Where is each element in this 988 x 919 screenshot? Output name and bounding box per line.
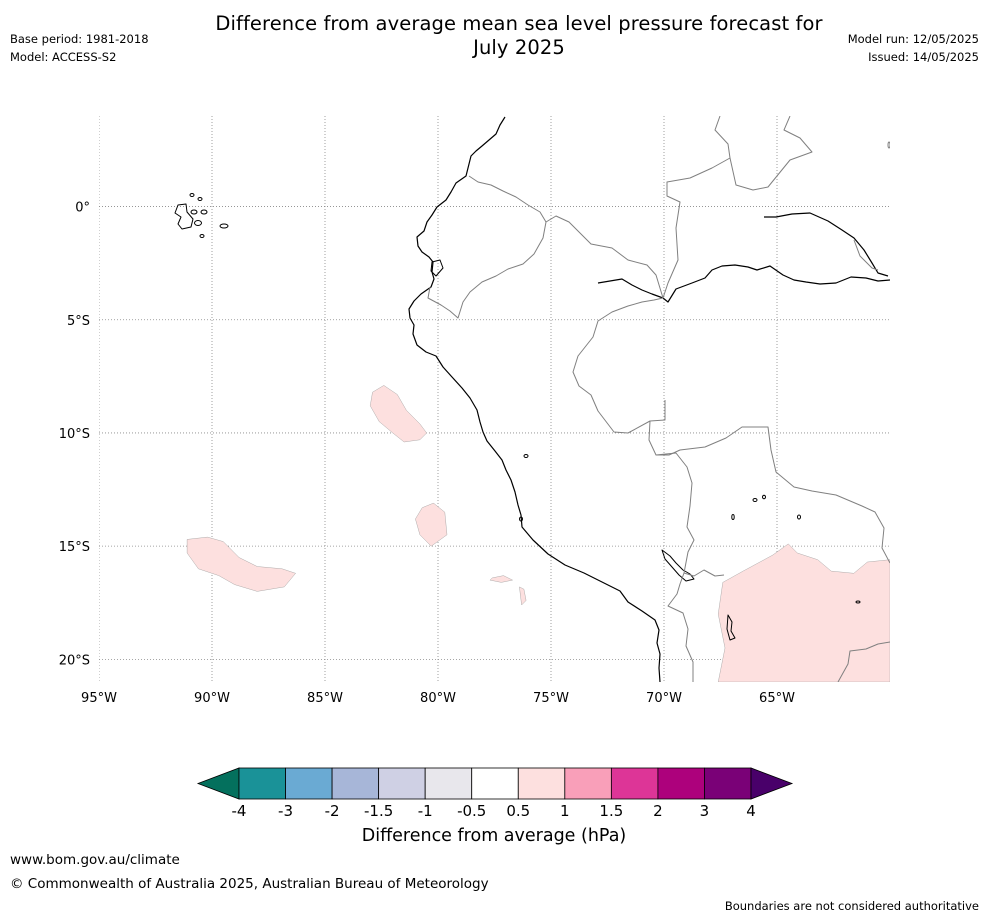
colorbar-tick-label: 4 xyxy=(746,802,756,820)
colorbar-swatch xyxy=(704,767,752,800)
longitude-tick-label: 95°W xyxy=(81,691,117,706)
longitude-tick-label: 80°W xyxy=(420,691,456,706)
colorbar-swatch xyxy=(331,767,380,800)
base-period-label: Base period: 1981-2018 xyxy=(10,32,149,46)
colorbar-swatch xyxy=(517,767,566,800)
copyright-notice: © Commonwealth of Australia 2025, Austra… xyxy=(10,876,489,892)
latitude-tick-label: 5°S xyxy=(67,314,90,329)
colorbar-swatch xyxy=(610,767,659,800)
longitude-labels: 95°W 90°W 85°W 80°W 75°W 70°W 65°W xyxy=(81,691,795,706)
colorbar-label: Difference from average (hPa) xyxy=(361,826,627,846)
issued-label: Issued: 14/05/2025 xyxy=(868,50,979,64)
colorbar-swatch xyxy=(285,767,333,800)
colorbar-tick-label: -2 xyxy=(325,802,340,820)
model-run-label: Model run: 12/05/2025 xyxy=(847,32,979,46)
colorbar-swatch xyxy=(471,767,519,800)
metadata-right: Model run: 12/05/2025 Issued: 14/05/2025 xyxy=(848,32,979,68)
website-link[interactable]: www.bom.gov.au/climate xyxy=(10,852,180,868)
colorbar-swatch xyxy=(238,767,286,800)
boundary-disclaimer: Boundaries are not considered authoritat… xyxy=(724,899,979,913)
map-title-line1: Difference from average mean sea level p… xyxy=(215,12,823,35)
country-borders xyxy=(427,116,890,682)
anomaly-region-near-15S-89W xyxy=(186,536,296,592)
anomaly-region-near-18S-76W xyxy=(519,586,527,606)
anomaly-region-near-10S-82W xyxy=(369,385,427,443)
colorbar-swatch xyxy=(657,767,705,800)
colorbar-tick-label: 0.5 xyxy=(506,802,530,820)
model-label: Model: ACCESS-S2 xyxy=(10,50,117,64)
longitude-tick-label: 90°W xyxy=(194,691,230,706)
latitude-labels: 0° 5°S 10°S 15°S 20°S xyxy=(59,201,90,669)
amazon-river xyxy=(597,264,890,303)
colorbar-tick-label: 1 xyxy=(560,802,570,820)
anomaly-region-southeast xyxy=(717,543,890,682)
longitude-tick-label: 65°W xyxy=(759,691,795,706)
latitude-tick-label: 15°S xyxy=(59,540,90,555)
map-title-line2: July 2025 xyxy=(473,36,565,59)
colorbar-tick-label: 1.5 xyxy=(599,802,623,820)
colorbar-tick-label: -3 xyxy=(278,802,293,820)
colorbar-over-arrow xyxy=(750,767,794,800)
pacific-coastline xyxy=(408,116,661,682)
latitude-tick-label: 0° xyxy=(75,201,90,216)
colorbar-tick-label: 2 xyxy=(653,802,663,820)
anomaly-region-near-17S-77W xyxy=(489,575,514,583)
colorbar-tick-label: -4 xyxy=(232,802,247,820)
colorbar-swatch xyxy=(564,767,612,800)
longitude-tick-label: 85°W xyxy=(307,691,343,706)
colorbar-tick-label: -1.5 xyxy=(364,802,393,820)
colorbar: -4 -3 -2 -1.5 -1 -0.5 0.5 1 1.5 2 3 4 xyxy=(196,767,794,820)
metadata-left: Base period: 1981-2018 Model: ACCESS-S2 xyxy=(10,32,149,68)
galapagos-islands xyxy=(174,193,229,238)
longitude-tick-label: 70°W xyxy=(646,691,682,706)
latitude-tick-label: 20°S xyxy=(59,653,90,668)
colorbar-tick-label: -0.5 xyxy=(457,802,486,820)
anomaly-shading xyxy=(186,385,890,682)
anomaly-region-near-15S-80W xyxy=(415,502,448,547)
colorbar-swatch xyxy=(378,767,426,800)
colorbar-tick-label: -1 xyxy=(418,802,433,820)
latitude-tick-label: 10°S xyxy=(59,427,90,442)
colorbar-under-arrow xyxy=(196,767,240,800)
lake-titicaca xyxy=(661,549,695,582)
colorbar-swatch xyxy=(424,767,473,800)
map-title: Difference from average mean sea level p… xyxy=(0,12,988,60)
colorbar-tick-label: 3 xyxy=(700,802,710,820)
longitude-tick-label: 75°W xyxy=(533,691,569,706)
coastlines xyxy=(174,116,890,682)
